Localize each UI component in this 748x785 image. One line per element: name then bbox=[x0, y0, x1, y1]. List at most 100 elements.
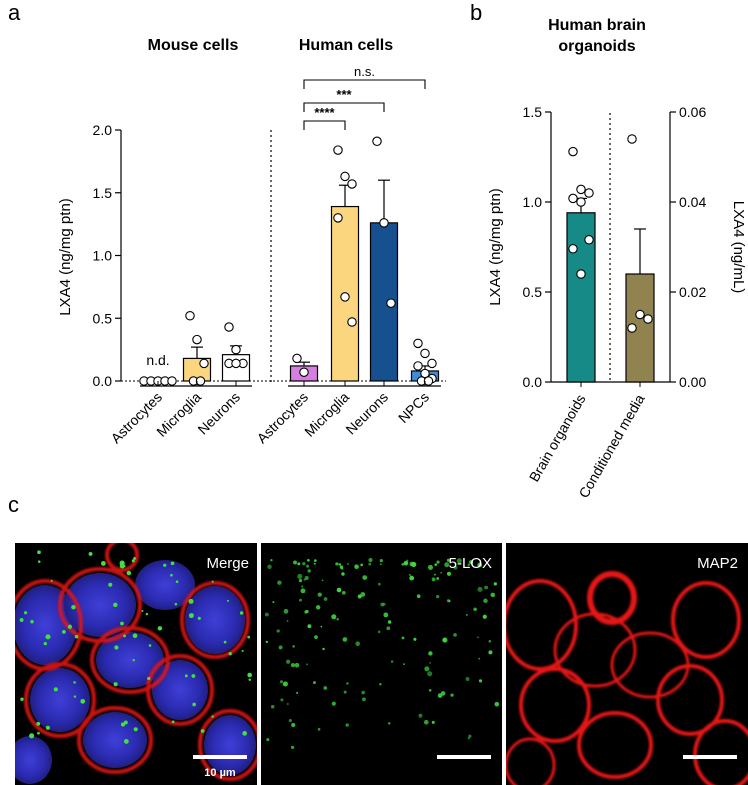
merge-speckle bbox=[29, 733, 35, 739]
lox-speckle bbox=[484, 585, 489, 590]
panel-b-y2-tick-label: 0.00 bbox=[679, 374, 706, 390]
lox-speckle bbox=[424, 666, 430, 672]
panel-a-y-tick-label: 0.0 bbox=[93, 373, 113, 389]
lox-speckle bbox=[278, 645, 283, 650]
merge-speckle bbox=[74, 634, 79, 639]
merge-speckle bbox=[184, 674, 188, 678]
lox-speckle bbox=[321, 579, 324, 582]
lox-speckle bbox=[477, 586, 483, 592]
merge-speckle bbox=[247, 635, 251, 639]
x-label-brain-organoids: Brain organoids bbox=[526, 392, 589, 485]
annotation-nd: n.d. bbox=[146, 352, 169, 368]
merge-speckle bbox=[192, 702, 196, 707]
x-label-human-cells-microglia: Microglia bbox=[301, 389, 352, 440]
point-human-cells-npcs bbox=[423, 376, 434, 386]
merge-speckle bbox=[88, 551, 93, 556]
panel-b-y-tick-label: 0.0 bbox=[523, 374, 543, 390]
lox-speckle bbox=[431, 577, 436, 582]
merge-speckle bbox=[113, 682, 118, 687]
significance-bracket bbox=[303, 120, 346, 130]
lox-speckle bbox=[488, 650, 493, 655]
point-human-cells-microglia bbox=[340, 171, 350, 182]
lox-speckle bbox=[428, 689, 432, 692]
panel-a-y-tick-label: 1.0 bbox=[93, 248, 113, 264]
merge-speckle bbox=[226, 599, 229, 602]
panel-a-chart: Mouse cells Human cells LXA4 (ng/mg ptn)… bbox=[57, 37, 446, 446]
merge-speckle bbox=[174, 602, 178, 606]
merge-speckle bbox=[123, 738, 129, 744]
significance-bracket bbox=[303, 102, 385, 112]
lox-speckle bbox=[477, 636, 479, 639]
lox-speckle bbox=[286, 620, 289, 622]
merge-speckle bbox=[133, 556, 137, 560]
lox-speckle bbox=[342, 637, 348, 642]
merge-speckle bbox=[24, 611, 28, 615]
lox-speckle bbox=[473, 607, 477, 612]
lox-speckle bbox=[478, 679, 483, 683]
merge-speckle bbox=[188, 598, 194, 604]
lox-speckle bbox=[379, 683, 382, 686]
merge-speckle bbox=[80, 698, 86, 704]
lox-speckle bbox=[307, 569, 311, 573]
lox-speckle bbox=[346, 682, 349, 685]
point-human-cells-astrocytes bbox=[299, 367, 309, 377]
lox-speckle bbox=[380, 602, 385, 607]
lox-speckle bbox=[423, 719, 429, 725]
lox-speckle bbox=[377, 582, 381, 586]
lox-speckle bbox=[322, 647, 325, 651]
lox-speckle bbox=[323, 597, 328, 601]
merge-speckle bbox=[62, 629, 66, 634]
merge-speckle bbox=[200, 729, 205, 733]
panel-b-title-line1: Human brain bbox=[548, 17, 646, 34]
panel-b-y-tick-label: 1.0 bbox=[523, 194, 543, 210]
micrograph-5lox-label: 5-LOX bbox=[449, 555, 492, 572]
lox-speckle bbox=[368, 557, 373, 563]
merge-speckle bbox=[145, 612, 149, 616]
point-conditioned-media bbox=[627, 323, 637, 333]
lox-speckle bbox=[409, 561, 415, 567]
panel-letter-b: b bbox=[470, 0, 482, 25]
lox-speckle bbox=[436, 560, 440, 564]
lox-speckle bbox=[341, 572, 345, 576]
merge-speckle bbox=[141, 609, 144, 613]
lox-speckle bbox=[490, 592, 496, 598]
merge-speckle bbox=[113, 602, 118, 608]
lox-speckle bbox=[360, 563, 364, 567]
merge-speckle bbox=[170, 561, 175, 566]
lox-speckle bbox=[267, 564, 272, 569]
point-human-cells-npcs bbox=[413, 338, 423, 349]
merge-speckle bbox=[50, 579, 53, 582]
lox-speckle bbox=[446, 571, 452, 576]
micrograph-map2-label: MAP2 bbox=[697, 555, 738, 572]
lox-speckle bbox=[293, 560, 297, 565]
merge-speckle bbox=[191, 674, 196, 678]
lox-speckle bbox=[331, 701, 336, 706]
merge-speckle bbox=[67, 624, 73, 629]
lox-speckle bbox=[291, 722, 296, 728]
lox-speckle bbox=[357, 594, 362, 599]
merge-speckle bbox=[170, 573, 173, 577]
panel-b-chart: Human brain organoids LXA4 (ng/mg ptn) L… bbox=[487, 17, 747, 501]
merge-speckle bbox=[241, 649, 244, 652]
lox-speckle bbox=[307, 558, 310, 562]
lox-speckle bbox=[306, 564, 310, 568]
merge-speckle bbox=[197, 616, 201, 620]
lox-speckle bbox=[408, 573, 411, 576]
point-mouse-cells-microglia bbox=[185, 310, 195, 321]
lox-speckle bbox=[298, 578, 303, 583]
lox-speckle bbox=[433, 573, 436, 576]
lox-speckle bbox=[342, 591, 346, 595]
lox-speckle bbox=[343, 690, 347, 694]
lox-speckle bbox=[403, 560, 409, 566]
panel-letter-c: c bbox=[8, 492, 19, 517]
merge-speckle bbox=[120, 722, 126, 727]
merge-speckle bbox=[131, 559, 135, 563]
point-human-cells-astrocytes bbox=[292, 353, 302, 364]
point-human-cells-npcs bbox=[420, 368, 430, 379]
lox-speckle bbox=[456, 558, 462, 564]
lox-speckle bbox=[272, 601, 275, 604]
merge-speckle bbox=[37, 550, 41, 555]
lox-speckle bbox=[290, 662, 296, 668]
lox-speckle bbox=[317, 592, 322, 597]
merge-speckle bbox=[120, 621, 124, 626]
